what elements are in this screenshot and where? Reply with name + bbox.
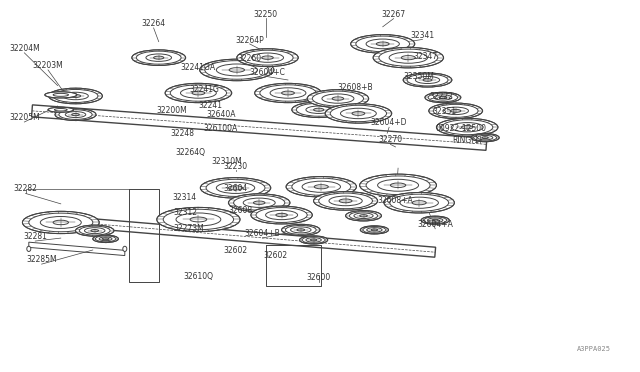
Text: 32241G: 32241G: [190, 85, 220, 94]
Text: RING(1): RING(1): [452, 136, 482, 145]
Ellipse shape: [314, 192, 378, 210]
Polygon shape: [29, 242, 125, 256]
Ellipse shape: [200, 59, 274, 81]
Text: 32203M: 32203M: [33, 61, 63, 70]
Ellipse shape: [360, 226, 388, 234]
Ellipse shape: [346, 211, 381, 221]
Ellipse shape: [55, 109, 96, 121]
Ellipse shape: [49, 88, 102, 104]
Ellipse shape: [282, 224, 320, 235]
Text: 32241: 32241: [198, 101, 222, 110]
Text: 32248: 32248: [170, 129, 195, 138]
Text: 32312: 32312: [173, 208, 198, 217]
Text: 32600: 32600: [307, 273, 331, 282]
Ellipse shape: [429, 103, 483, 119]
Text: 32204M: 32204M: [9, 44, 40, 53]
Text: 32264P: 32264P: [236, 36, 264, 45]
Text: 32314: 32314: [172, 193, 196, 202]
Ellipse shape: [286, 177, 356, 197]
Ellipse shape: [300, 236, 328, 244]
Polygon shape: [63, 217, 436, 257]
Text: 32230: 32230: [223, 162, 248, 171]
Text: 32281: 32281: [23, 232, 47, 241]
Text: 32200M: 32200M: [156, 106, 187, 115]
Text: 32608+A: 32608+A: [378, 196, 413, 205]
Ellipse shape: [93, 235, 118, 243]
Text: 32285M: 32285M: [26, 255, 57, 264]
Ellipse shape: [228, 194, 290, 212]
Ellipse shape: [403, 73, 452, 87]
Text: 32264Q: 32264Q: [176, 148, 205, 157]
Ellipse shape: [360, 174, 436, 196]
Ellipse shape: [307, 90, 369, 108]
Text: 32602: 32602: [223, 246, 248, 255]
Ellipse shape: [251, 206, 312, 224]
Text: 32351: 32351: [433, 107, 457, 116]
Ellipse shape: [76, 225, 114, 236]
Ellipse shape: [421, 216, 449, 224]
Text: 32640A: 32640A: [206, 110, 236, 119]
Text: 32264: 32264: [141, 19, 166, 28]
Ellipse shape: [292, 102, 346, 118]
Ellipse shape: [165, 83, 232, 103]
Polygon shape: [31, 105, 487, 150]
Ellipse shape: [384, 193, 454, 213]
Text: 326100A: 326100A: [204, 124, 238, 133]
Text: 32250: 32250: [253, 10, 278, 19]
Text: 32222: 32222: [429, 92, 454, 101]
Text: 32310M: 32310M: [212, 157, 243, 166]
Text: 32205M: 32205M: [9, 113, 40, 122]
Ellipse shape: [237, 49, 298, 67]
Ellipse shape: [471, 134, 499, 142]
Text: 32610Q: 32610Q: [184, 272, 213, 281]
Text: 32267: 32267: [381, 10, 406, 19]
Text: 32282: 32282: [13, 185, 38, 193]
Text: 32602: 32602: [263, 251, 287, 260]
Text: 32347: 32347: [413, 52, 438, 61]
Text: 32341: 32341: [410, 31, 435, 40]
Text: 32260: 32260: [237, 54, 262, 62]
Text: 32241GA: 32241GA: [181, 63, 216, 72]
Ellipse shape: [27, 246, 31, 251]
Text: 32350M: 32350M: [404, 72, 435, 81]
Text: 32608+B: 32608+B: [337, 83, 373, 92]
Ellipse shape: [200, 178, 271, 198]
Ellipse shape: [325, 104, 392, 123]
Ellipse shape: [425, 92, 461, 103]
Ellipse shape: [157, 207, 240, 231]
Ellipse shape: [45, 92, 77, 98]
Text: 00922-12500: 00922-12500: [435, 124, 486, 133]
Text: 32273M: 32273M: [173, 224, 204, 232]
Text: 32604: 32604: [223, 184, 248, 193]
Text: 32604+C: 32604+C: [250, 68, 285, 77]
Ellipse shape: [436, 118, 498, 136]
Text: 32604+A: 32604+A: [417, 220, 453, 229]
Text: 32270: 32270: [378, 135, 403, 144]
Ellipse shape: [351, 35, 415, 53]
Text: 32604+B: 32604+B: [244, 229, 280, 238]
Text: A3PPA025: A3PPA025: [577, 346, 611, 352]
Ellipse shape: [373, 47, 444, 68]
Ellipse shape: [48, 107, 74, 112]
Ellipse shape: [22, 211, 99, 234]
Ellipse shape: [123, 246, 127, 251]
Ellipse shape: [255, 83, 321, 103]
Ellipse shape: [132, 50, 186, 65]
Text: 32604+D: 32604+D: [371, 118, 408, 127]
Text: 32608: 32608: [228, 206, 252, 215]
